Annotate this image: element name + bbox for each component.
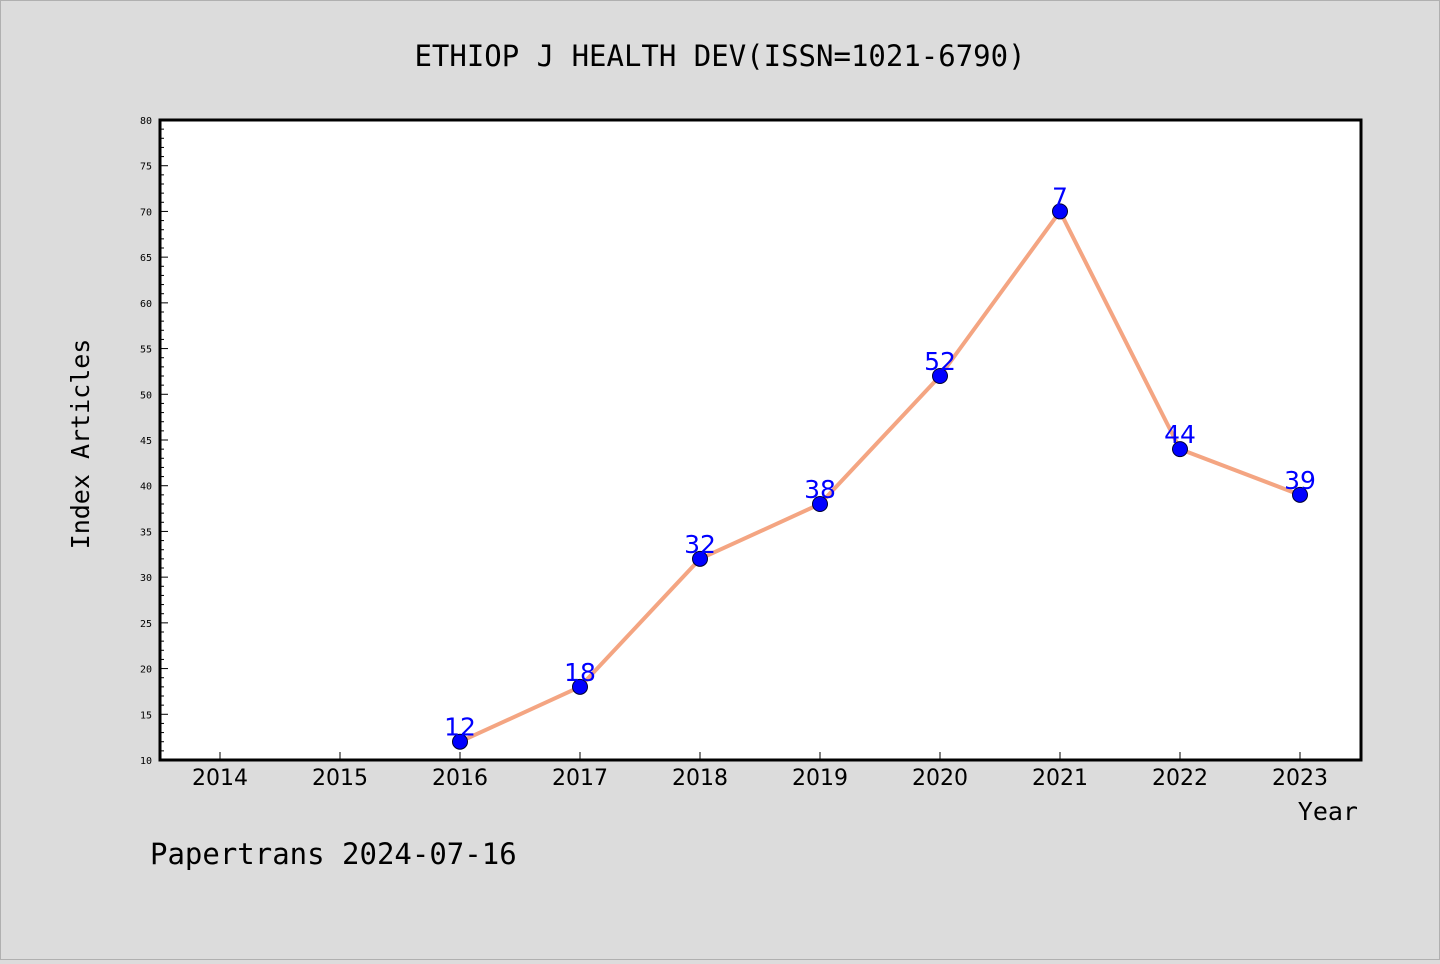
data-point <box>452 733 468 750</box>
footer-credit: Papertrans 2024-07-16 <box>150 837 517 871</box>
x-tick-label: 2016 <box>432 766 488 791</box>
data-point <box>932 368 948 384</box>
y-axis-label: Index Articles <box>66 339 95 550</box>
data-point <box>692 550 708 567</box>
data-label: 7 <box>1052 182 1068 211</box>
y-tick-label: 40 <box>140 482 152 493</box>
series-layer: 12 18 32 38 52 7 44 39 <box>444 182 1316 750</box>
series-line <box>459 209 1301 744</box>
data-label: 44 <box>1164 420 1196 449</box>
data-point <box>1172 441 1188 458</box>
data-label: 39 <box>1284 466 1316 495</box>
data-point <box>812 496 828 512</box>
y-axis: 10 15 20 25 30 35 40 45 50 55 60 65 70 75 80 <box>140 116 168 767</box>
x-tick-label: 2019 <box>792 766 848 791</box>
data-label: 38 <box>804 475 836 504</box>
plot-area <box>158 118 1363 762</box>
x-axis: 2014 2015 2016 2017 2018 2019 2020 2021 2022 2023 <box>192 752 1328 791</box>
y-tick-label: 75 <box>140 162 152 173</box>
x-tick-label: 2022 <box>1152 766 1208 791</box>
data-point <box>572 678 588 695</box>
y-tick-label: 55 <box>140 345 152 356</box>
y-tick-label: 15 <box>140 710 152 721</box>
y-tick-label: 70 <box>140 207 152 218</box>
x-tick-label: 2020 <box>912 766 968 791</box>
y-tick-label: 30 <box>140 573 152 584</box>
data-label: 52 <box>924 347 956 376</box>
x-tick-label: 2015 <box>312 766 368 791</box>
y-tick-label: 10 <box>140 756 152 767</box>
y-tick-label: 60 <box>140 299 152 310</box>
data-label: 32 <box>684 530 716 559</box>
x-tick-label: 2021 <box>1032 766 1088 791</box>
data-point <box>1292 486 1308 503</box>
y-tick-label: 80 <box>140 116 152 127</box>
x-tick-label: 2018 <box>672 766 728 791</box>
data-label: 12 <box>444 713 476 742</box>
y-tick-label: 35 <box>140 527 152 538</box>
chart-title: ETHIOP J HEALTH DEV(ISSN=1021-6790) <box>414 39 1025 73</box>
y-tick-label: 25 <box>140 619 152 630</box>
data-point <box>1052 203 1068 220</box>
y-tick-label: 45 <box>140 436 152 447</box>
y-tick-label: 20 <box>140 665 152 676</box>
x-tick-label: 2017 <box>552 766 608 791</box>
y-tick-label: 50 <box>140 390 152 401</box>
x-tick-label: 2014 <box>192 766 248 791</box>
data-label: 18 <box>564 658 596 687</box>
x-tick-label: 2023 <box>1272 766 1328 791</box>
y-tick-label: 65 <box>140 253 152 264</box>
x-axis-label: Year <box>1298 797 1358 826</box>
